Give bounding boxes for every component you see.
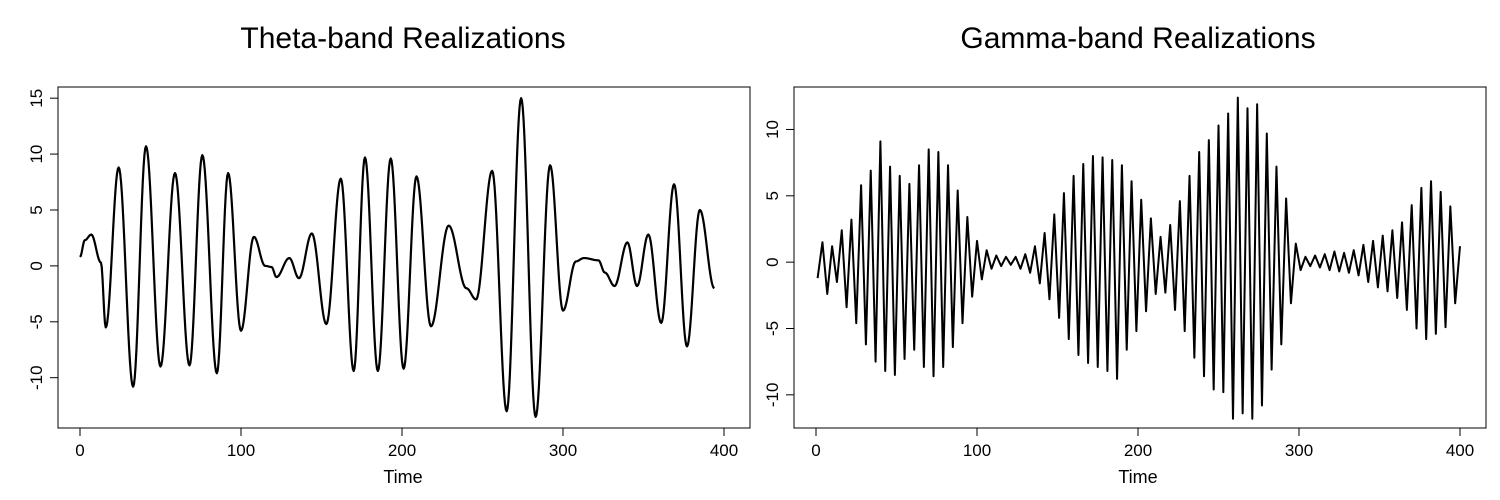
y-tick-label: 15 — [27, 89, 46, 108]
x-tick-label: 200 — [1124, 441, 1152, 460]
theta-plot-frame — [57, 86, 751, 429]
theta-y-axis: -10 -5 0 5 10 15 — [27, 89, 59, 390]
y-tick-label: -10 — [763, 383, 782, 408]
x-tick-label: 0 — [811, 441, 820, 460]
theta-x-axis: 0 100 200 300 400 — [75, 427, 738, 460]
x-tick-label: 300 — [1285, 441, 1313, 460]
y-tick-label: 0 — [763, 257, 782, 266]
x-tick-label: 200 — [388, 441, 416, 460]
gamma-panel: Gamma-band Realizations 0 100 200 300 400 -1… — [763, 22, 1487, 487]
y-tick-label: -5 — [27, 314, 46, 329]
gamma-y-axis: -10 -5 0 5 10 — [763, 120, 795, 408]
gamma-title: Gamma-band Realizations — [960, 22, 1315, 55]
y-tick-label: -10 — [27, 365, 46, 390]
y-tick-label: 5 — [763, 191, 782, 200]
y-tick-label: 10 — [763, 120, 782, 139]
gamma-x-axis-label: Time — [1118, 467, 1157, 487]
x-tick-label: 100 — [963, 441, 991, 460]
theta-series-line — [79, 97, 715, 418]
x-tick-label: 0 — [75, 441, 84, 460]
x-tick-label: 300 — [549, 441, 577, 460]
y-tick-label: 0 — [27, 261, 46, 270]
theta-title: Theta-band Realizations — [240, 22, 565, 55]
x-tick-label: 400 — [1446, 441, 1474, 460]
y-tick-label: -5 — [763, 321, 782, 336]
x-tick-label: 100 — [227, 441, 255, 460]
y-tick-label: 5 — [27, 205, 46, 214]
theta-panel: Theta-band Realizations 0 100 200 300 400 -1… — [27, 22, 751, 487]
x-tick-label: 400 — [710, 441, 738, 460]
theta-x-axis-label: Time — [383, 467, 422, 487]
gamma-x-axis: 0 100 200 300 400 — [811, 427, 1474, 460]
gamma-series-line — [816, 96, 1461, 420]
y-tick-label: 10 — [27, 145, 46, 164]
